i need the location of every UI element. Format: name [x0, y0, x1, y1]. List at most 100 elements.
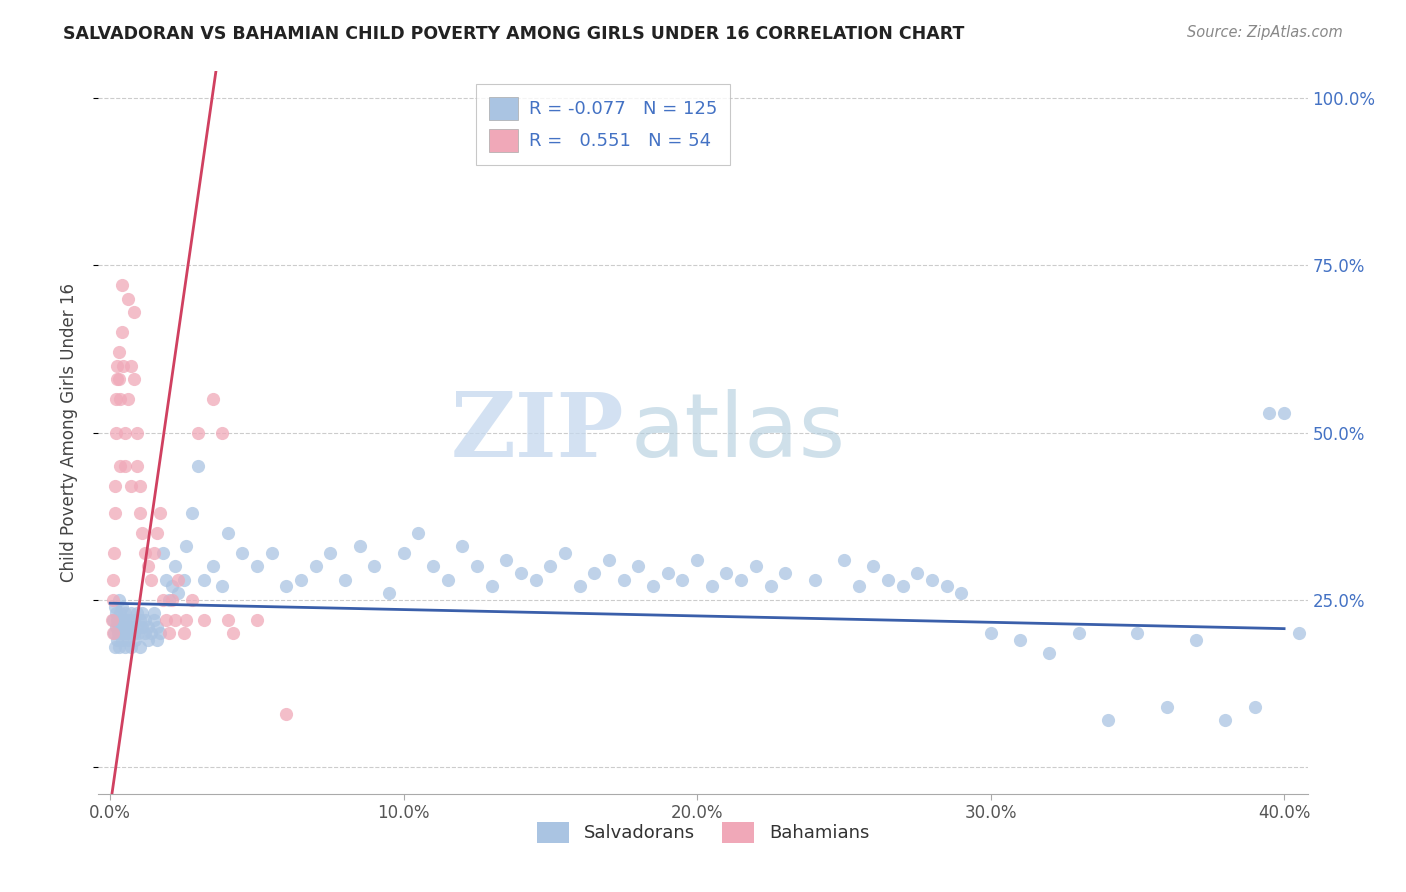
Point: [120, 607, 142, 621]
Point: [700, 580, 723, 594]
Point: [101, 613, 124, 627]
Point: [128, 640, 150, 654]
Point: [108, 372, 131, 386]
Point: [100, 613, 122, 627]
Point: [166, 586, 188, 600]
Point: [166, 573, 188, 587]
Point: [554, 546, 576, 560]
Point: [276, 706, 298, 721]
Point: [136, 559, 159, 574]
Point: [568, 580, 591, 594]
Point: [524, 573, 547, 587]
Point: [149, 506, 172, 520]
Point: [408, 526, 430, 541]
Point: [105, 607, 128, 621]
Point: [848, 580, 870, 594]
Point: [108, 459, 131, 474]
Point: [111, 633, 134, 648]
Point: [160, 592, 183, 607]
Point: [181, 506, 204, 520]
Point: [105, 372, 128, 386]
Point: [110, 626, 132, 640]
Point: [112, 359, 135, 373]
Y-axis label: Child Poverty Among Girls Under 16: Child Poverty Among Girls Under 16: [59, 283, 77, 582]
Point: [510, 566, 533, 581]
Point: [980, 626, 1002, 640]
Point: [201, 559, 224, 574]
Point: [134, 613, 156, 627]
Point: [716, 566, 738, 581]
Point: [583, 566, 606, 581]
Point: [217, 526, 239, 541]
Point: [112, 619, 135, 633]
Point: [105, 392, 128, 407]
Point: [163, 559, 186, 574]
Point: [122, 305, 145, 319]
Point: [125, 619, 148, 633]
Point: [422, 559, 444, 574]
Point: [231, 546, 253, 560]
Point: [105, 633, 128, 648]
Point: [349, 539, 371, 553]
Point: [392, 546, 415, 560]
Point: [101, 626, 124, 640]
Point: [157, 626, 180, 640]
Point: [111, 599, 134, 614]
Point: [181, 592, 204, 607]
Point: [222, 626, 245, 640]
Point: [378, 586, 401, 600]
Point: [877, 573, 900, 587]
Point: [108, 640, 131, 654]
Point: [1258, 406, 1281, 420]
Point: [598, 552, 620, 567]
Point: [246, 613, 269, 627]
Point: [107, 613, 129, 627]
Point: [103, 640, 125, 654]
Point: [627, 559, 650, 574]
Point: [173, 626, 195, 640]
Point: [114, 613, 136, 627]
Point: [128, 506, 150, 520]
Point: [950, 586, 973, 600]
Point: [891, 580, 914, 594]
Point: [1038, 646, 1060, 660]
Point: [122, 613, 145, 627]
Point: [155, 613, 177, 627]
Point: [101, 592, 124, 607]
Point: [120, 479, 142, 493]
Point: [1008, 633, 1031, 648]
Point: [118, 626, 141, 640]
Point: [686, 552, 709, 567]
Text: atlas: atlas: [630, 389, 845, 476]
Point: [538, 559, 561, 574]
Point: [108, 592, 131, 607]
Point: [495, 552, 517, 567]
Point: [122, 626, 145, 640]
Point: [141, 626, 163, 640]
Point: [201, 392, 224, 407]
Point: [110, 607, 132, 621]
Point: [149, 626, 172, 640]
Point: [125, 459, 148, 474]
Point: [127, 626, 149, 640]
Point: [111, 613, 134, 627]
Point: [465, 559, 488, 574]
Point: [152, 592, 174, 607]
Point: [108, 345, 131, 359]
Point: [131, 526, 153, 541]
Point: [176, 539, 198, 553]
Point: [122, 372, 145, 386]
Point: [730, 573, 752, 587]
Point: [211, 580, 233, 594]
Point: [103, 546, 125, 560]
Point: [136, 619, 159, 633]
Point: [114, 607, 136, 621]
Point: [103, 506, 125, 520]
Point: [143, 613, 166, 627]
Point: [125, 607, 148, 621]
Point: [436, 573, 458, 587]
Point: [832, 552, 855, 567]
Point: [146, 633, 169, 648]
Point: [101, 573, 124, 587]
Point: [141, 573, 163, 587]
